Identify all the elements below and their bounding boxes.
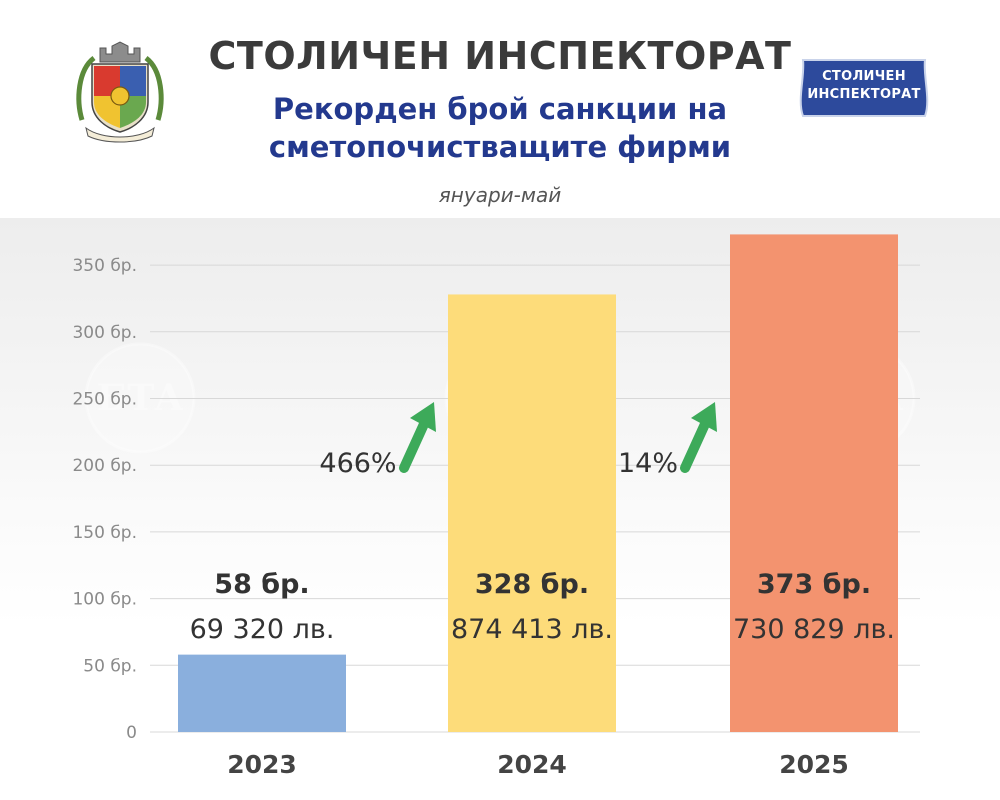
sofia-crest-logo xyxy=(76,41,164,143)
y-tick-label: 350 бр. xyxy=(72,256,137,276)
watermark-circle xyxy=(444,44,556,156)
data-label-amount: 730 829 лв. xyxy=(733,614,895,645)
data-label-amount: 874 413 лв. xyxy=(451,614,613,645)
y-tick-label: 300 бр. xyxy=(72,323,137,343)
y-tick-label: 150 бр. xyxy=(72,523,137,543)
y-tick-label: 100 бр. xyxy=(72,590,137,610)
bar xyxy=(730,234,898,732)
up-arrow-icon xyxy=(680,402,717,473)
data-label-count: 58 бр. xyxy=(214,569,309,600)
watermark-text: БТА xyxy=(457,79,544,121)
inspectorate-badge-logo xyxy=(799,59,929,117)
data-label-amount: 69 320 лв. xyxy=(190,614,335,645)
badge-line-1: СТОЛИЧЕН xyxy=(822,69,906,84)
x-tick-label: 2023 xyxy=(227,750,297,779)
period-label: януари-май xyxy=(438,183,562,207)
page-title: СТОЛИЧЕН ИНСПЕКТОРАТ xyxy=(208,34,792,78)
x-tick-label: 2025 xyxy=(779,750,849,779)
badge-line-2: ИНСПЕКТОРАТ xyxy=(807,87,921,102)
watermark-text: БТА xyxy=(97,669,184,711)
x-tick-label: 2024 xyxy=(497,750,567,779)
y-tick-label: 250 бр. xyxy=(72,390,137,410)
y-tick-label: 200 бр. xyxy=(72,456,137,476)
page-subtitle: Рекорден брой санкции на сметопочистващи… xyxy=(200,90,800,166)
growth-annotation: 14% xyxy=(618,448,678,479)
bar xyxy=(448,294,616,732)
y-tick-label: 50 бр. xyxy=(83,656,137,676)
data-label-count: 328 бр. xyxy=(475,569,589,600)
data-label-count: 373 бр. xyxy=(757,569,871,600)
bar xyxy=(178,654,346,732)
badge-text: СТОЛИЧЕН ИНСПЕКТОРАТ xyxy=(795,68,933,104)
up-arrow-icon xyxy=(399,402,436,473)
y-tick-label: 0 xyxy=(126,723,137,743)
subtitle-line-1: Рекорден брой санкции на xyxy=(272,92,728,126)
growth-annotation: 466% xyxy=(319,448,396,479)
subtitle-line-2: сметопочистващите фирми xyxy=(268,130,732,164)
